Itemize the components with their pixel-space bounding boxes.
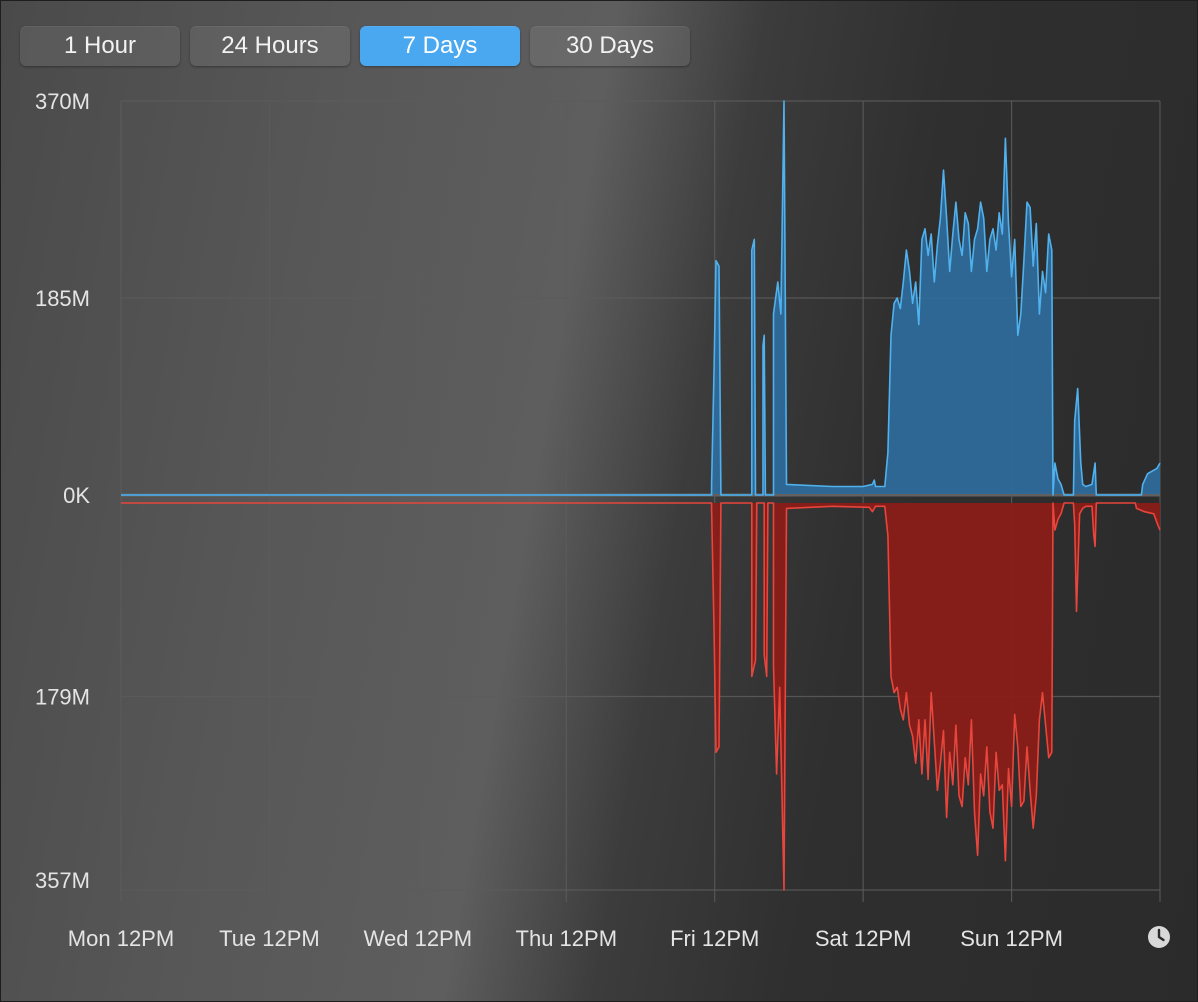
tab-30-days[interactable]: 30 Days (530, 26, 690, 66)
download-area (121, 503, 1160, 890)
y-tick-label: 0K (63, 483, 90, 508)
y-tick-label: 370M (35, 89, 90, 114)
x-tick-label: Wed 12PM (364, 926, 472, 951)
tab-1-hour[interactable]: 1 Hour (20, 26, 180, 66)
upload-series-line (121, 100, 1161, 496)
x-tick-label: Thu 12PM (516, 926, 618, 951)
x-tick-label: Sat 12PM (815, 926, 912, 951)
y-tick-label: 179M (35, 685, 90, 710)
y-tick-label: 185M (35, 286, 90, 311)
clock-icon[interactable] (1147, 925, 1171, 949)
x-tick-label: Tue 12PM (219, 926, 320, 951)
tab-24-hours[interactable]: 24 Hours (190, 26, 350, 66)
x-tick-label: Fri 12PM (670, 926, 759, 951)
x-tick-label: Sun 12PM (960, 926, 1063, 951)
upload-area (121, 101, 1160, 495)
download-series-line (121, 502, 1161, 891)
tab-7-days[interactable]: 7 Days (360, 26, 520, 66)
y-tick-label: 357M (35, 868, 90, 893)
time-range-tabs: 1 Hour 24 Hours 7 Days 30 Days (20, 26, 690, 66)
x-tick-label: Mon 12PM (68, 926, 174, 951)
